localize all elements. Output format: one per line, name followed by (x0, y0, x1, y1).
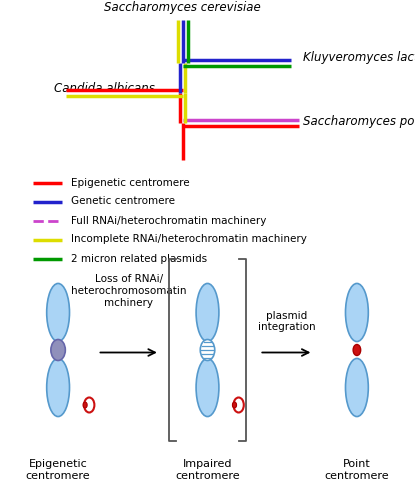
Ellipse shape (47, 358, 70, 416)
Ellipse shape (47, 284, 70, 342)
Ellipse shape (83, 402, 87, 408)
Text: Candida albicans: Candida albicans (54, 82, 155, 96)
Text: Epigenetic centromere: Epigenetic centromere (71, 178, 189, 188)
Text: 2 micron related plasmids: 2 micron related plasmids (71, 254, 207, 264)
Ellipse shape (51, 340, 65, 360)
Text: Impaired
centromere: Impaired centromere (175, 459, 240, 481)
Text: Saccharomyces cerevisiae: Saccharomyces cerevisiae (104, 1, 261, 14)
Text: Epigenetic
centromere: Epigenetic centromere (26, 459, 90, 481)
Text: Incomplete RNAi/heterochromatin machinery: Incomplete RNAi/heterochromatin machiner… (71, 234, 306, 244)
Ellipse shape (196, 358, 219, 416)
Text: plasmid
integration: plasmid integration (258, 311, 315, 332)
Text: Full RNAi/heterochromatin machinery: Full RNAi/heterochromatin machinery (71, 216, 266, 226)
Ellipse shape (345, 284, 369, 342)
Ellipse shape (345, 358, 369, 416)
Text: Kluyveromyces lactis: Kluyveromyces lactis (303, 50, 415, 64)
Ellipse shape (353, 344, 361, 356)
Text: Saccharomyces pombe: Saccharomyces pombe (303, 114, 415, 128)
Ellipse shape (196, 284, 219, 342)
Text: Loss of RNAi/
heterochromosomatin
mchinery: Loss of RNAi/ heterochromosomatin mchine… (71, 274, 186, 308)
Text: Point
centromere: Point centromere (325, 459, 389, 481)
Ellipse shape (200, 340, 215, 360)
Text: Genetic centromere: Genetic centromere (71, 196, 175, 206)
Ellipse shape (232, 402, 237, 408)
